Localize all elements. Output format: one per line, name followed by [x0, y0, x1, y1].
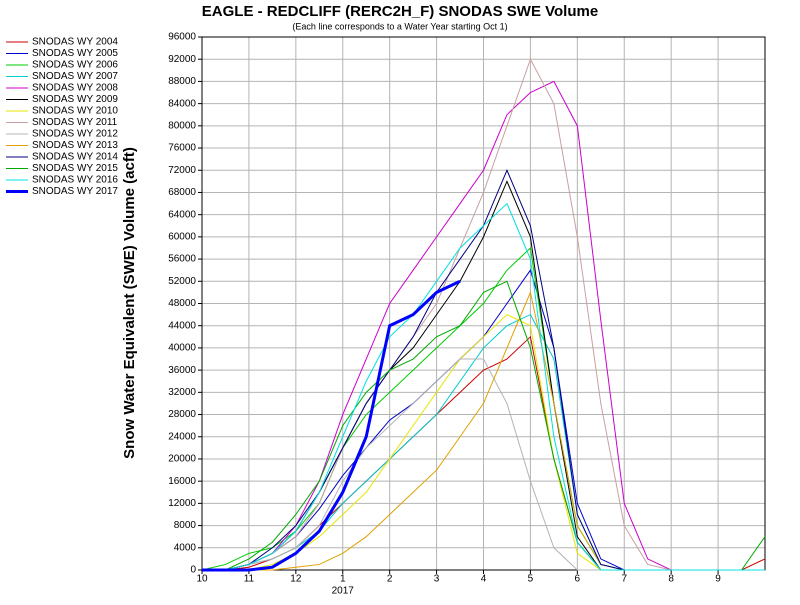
legend-label: SNODAS WY 2010	[32, 106, 118, 117]
y-tick-label: 80000	[168, 120, 196, 131]
y-tick-label: 84000	[168, 98, 196, 109]
legend-label: SNODAS WY 2006	[32, 60, 118, 71]
legend-label: SNODAS WY 2016	[32, 175, 118, 186]
y-tick-label: 12000	[168, 498, 196, 509]
y-tick-label: 92000	[168, 54, 196, 65]
x-tick-label: 2	[387, 574, 393, 585]
y-tick-label: 52000	[168, 276, 196, 287]
legend-label: SNODAS WY 2017	[32, 186, 118, 197]
x-tick-label: 3	[434, 574, 440, 585]
y-tick-label: 40000	[168, 343, 196, 354]
x-tick-label: 1	[340, 574, 346, 585]
y-tick-label: 20000	[168, 454, 196, 465]
legend-label: SNODAS WY 2014	[32, 152, 118, 163]
y-tick-label: 36000	[168, 365, 196, 376]
y-tick-label: 8000	[174, 520, 197, 531]
series-line	[202, 202, 765, 571]
y-tick-label: 0	[190, 565, 196, 576]
x-tick-label: 12	[290, 574, 302, 585]
y-tick-label: 68000	[168, 187, 196, 198]
legend-label: SNODAS WY 2015	[32, 163, 118, 174]
legend-label: SNODAS WY 2004	[32, 37, 118, 48]
legend-label: SNODAS WY 2008	[32, 83, 118, 94]
chart-subtitle: (Each line corresponds to a Water Year s…	[292, 21, 507, 31]
x-tick-label: 11	[244, 574, 255, 585]
x-tick-label: 8	[668, 574, 674, 585]
y-tick-label: 16000	[168, 476, 196, 487]
legend-label: SNODAS WY 2013	[32, 140, 118, 151]
y-tick-label: 88000	[168, 76, 196, 87]
y-tick-label: 28000	[168, 409, 196, 420]
plot-border	[201, 36, 766, 571]
y-tick-label: 32000	[168, 387, 196, 398]
y-tick-label: 72000	[168, 165, 196, 176]
y-tick-label: 4000	[174, 542, 197, 553]
y-tick-label: 60000	[168, 232, 196, 243]
x-year-label: 2017	[332, 586, 355, 597]
y-tick-label: 96000	[168, 32, 196, 43]
y-tick-label: 44000	[168, 320, 196, 331]
x-tick-label: 6	[575, 574, 581, 585]
y-tick-label: 48000	[168, 298, 196, 309]
series-line	[202, 279, 461, 572]
y-tick-label: 64000	[168, 209, 196, 220]
legend-label: SNODAS WY 2005	[32, 48, 118, 59]
y-tick-label: 56000	[168, 254, 196, 265]
x-tick-label: 9	[715, 574, 721, 585]
legend-label: SNODAS WY 2009	[32, 94, 118, 105]
x-tick-label: 4	[481, 574, 487, 585]
y-axis-title: Snow Water Equivalent (SWE) Volume (acft…	[121, 147, 138, 459]
legend-label: SNODAS WY 2011	[32, 117, 118, 128]
chart-title: EAGLE - REDCLIFF (RERC2H_F) SNODAS SWE V…	[202, 3, 598, 20]
x-tick-label: 5	[528, 574, 534, 585]
x-tick-label: 7	[621, 574, 627, 585]
y-tick-label: 24000	[168, 431, 196, 442]
y-tick-label: 76000	[168, 143, 196, 154]
x-tick-label: 10	[196, 574, 208, 585]
legend-label: SNODAS WY 2007	[32, 71, 118, 82]
legend-label: SNODAS WY 2012	[32, 129, 118, 140]
